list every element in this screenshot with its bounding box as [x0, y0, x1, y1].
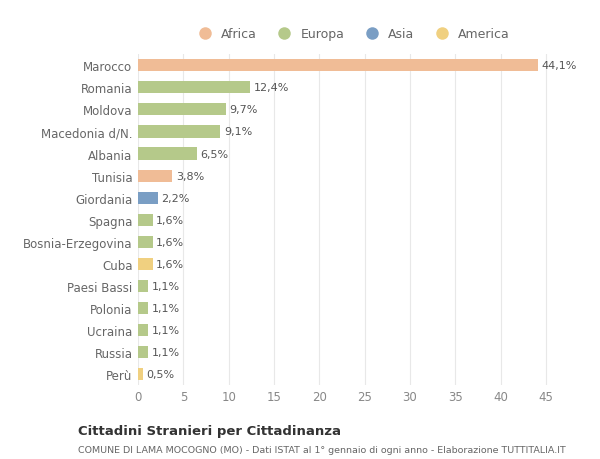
- Text: 1,1%: 1,1%: [152, 325, 180, 336]
- Text: 1,1%: 1,1%: [152, 347, 180, 358]
- Text: 12,4%: 12,4%: [254, 83, 289, 93]
- Bar: [138, 302, 148, 314]
- Bar: [138, 104, 226, 116]
- Bar: [138, 82, 250, 94]
- Text: 1,6%: 1,6%: [156, 259, 184, 269]
- Text: 44,1%: 44,1%: [541, 61, 577, 71]
- Text: 2,2%: 2,2%: [161, 193, 190, 203]
- Bar: [138, 236, 152, 248]
- Legend: Africa, Europa, Asia, America: Africa, Europa, Asia, America: [192, 28, 510, 41]
- Bar: [138, 170, 172, 182]
- Bar: [138, 280, 148, 292]
- Text: 1,6%: 1,6%: [156, 215, 184, 225]
- Text: 9,1%: 9,1%: [224, 127, 253, 137]
- Bar: [138, 126, 220, 138]
- Bar: [138, 325, 148, 336]
- Text: 1,6%: 1,6%: [156, 237, 184, 247]
- Text: 9,7%: 9,7%: [230, 105, 258, 115]
- Text: COMUNE DI LAMA MOCOGNO (MO) - Dati ISTAT al 1° gennaio di ogni anno - Elaborazio: COMUNE DI LAMA MOCOGNO (MO) - Dati ISTAT…: [78, 445, 566, 454]
- Bar: [138, 369, 143, 381]
- Text: 1,1%: 1,1%: [152, 303, 180, 313]
- Text: 6,5%: 6,5%: [200, 149, 229, 159]
- Bar: [138, 214, 152, 226]
- Text: 3,8%: 3,8%: [176, 171, 205, 181]
- Bar: [138, 60, 538, 72]
- Text: 0,5%: 0,5%: [146, 369, 174, 380]
- Bar: [138, 148, 197, 160]
- Bar: [138, 347, 148, 358]
- Text: 1,1%: 1,1%: [152, 281, 180, 291]
- Text: Cittadini Stranieri per Cittadinanza: Cittadini Stranieri per Cittadinanza: [78, 425, 341, 437]
- Bar: [138, 192, 158, 204]
- Bar: [138, 258, 152, 270]
